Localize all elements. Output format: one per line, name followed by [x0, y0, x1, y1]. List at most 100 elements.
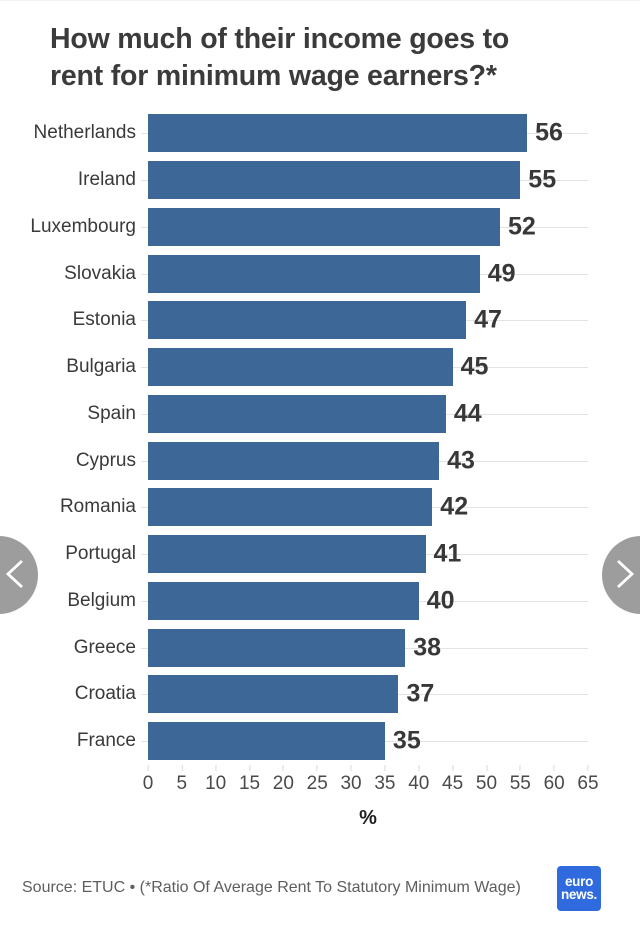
tick-label: 35	[374, 772, 396, 794]
tick-mark	[147, 764, 149, 771]
category-label: Slovakia	[64, 262, 136, 284]
bar-row: Bulgaria 45	[0, 344, 640, 391]
category-label: Cyprus	[75, 449, 136, 471]
tick-mark	[519, 764, 521, 771]
bar-row: Estonia 47	[0, 297, 640, 344]
bar-row: Ireland 55	[0, 157, 640, 204]
tick-label: 10	[205, 772, 227, 794]
bar-row: France 35	[0, 718, 640, 765]
tick-mark	[384, 764, 386, 771]
category-label: Bulgaria	[66, 356, 136, 378]
bar	[148, 254, 480, 293]
x-tick: 0	[142, 764, 154, 795]
x-axis: 0 5 10 15 20 25 30 35 40 45 50 55 60 65	[143, 764, 599, 797]
source-text: Source: ETUC • (*Ratio Of Average Rent T…	[22, 879, 521, 896]
footer: Source: ETUC • (*Ratio Of Average Rent T…	[0, 865, 640, 911]
x-tick: 15	[238, 764, 261, 795]
tick-mark	[418, 764, 420, 771]
tick-label: 30	[340, 772, 362, 794]
category-label: Romania	[59, 496, 136, 518]
bar-track: 52	[141, 204, 588, 251]
tick-mark	[485, 764, 487, 771]
bar	[148, 114, 528, 153]
bar-row: Croatia 37	[0, 671, 640, 718]
category-label: Belgium	[67, 589, 136, 611]
bar	[148, 301, 467, 340]
tick-label: 45	[442, 772, 464, 794]
tick-mark	[553, 764, 555, 771]
bar-track: 49	[141, 250, 588, 297]
tick-mark	[181, 764, 183, 771]
category-label: Spain	[87, 402, 136, 424]
value-label: 41	[433, 539, 462, 568]
tick-mark	[452, 764, 454, 771]
tick-mark	[282, 764, 284, 771]
bar-track: 47	[141, 297, 588, 344]
bar-row: Luxembourg 52	[0, 204, 640, 251]
bar-track: 55	[141, 157, 588, 204]
tick-mark	[350, 764, 352, 771]
tick-label: 15	[238, 772, 261, 794]
bar	[148, 488, 433, 527]
value-label: 52	[508, 212, 536, 241]
tick-label: 65	[577, 772, 599, 794]
bar	[148, 207, 500, 246]
bar-track: 37	[141, 671, 588, 718]
bar	[148, 675, 399, 714]
euronews-logo: euro news.	[557, 865, 601, 911]
chart-title: How much of their income goes to rent fo…	[50, 23, 510, 92]
value-label: 49	[487, 259, 516, 288]
x-tick: 50	[475, 764, 498, 795]
bar-track: 38	[141, 624, 588, 671]
value-label: 43	[447, 446, 475, 475]
category-label: Luxembourg	[30, 215, 136, 237]
bar	[148, 161, 521, 200]
category-label: Croatia	[74, 683, 136, 705]
value-label: 56	[535, 118, 563, 147]
category-label: Netherlands	[33, 122, 136, 144]
bar-track: 56	[141, 110, 588, 157]
x-tick: 10	[205, 764, 227, 795]
x-tick: 30	[340, 764, 362, 795]
bar	[148, 722, 385, 761]
category-label: Ireland	[77, 169, 136, 191]
tick-label: 60	[543, 772, 565, 794]
x-tick: 25	[306, 764, 328, 795]
value-label: 35	[392, 726, 421, 755]
value-label: 45	[460, 352, 489, 381]
category-label: France	[76, 730, 136, 752]
bar-track: 40	[141, 578, 588, 625]
bar-track: 45	[141, 344, 588, 391]
value-label: 44	[453, 399, 482, 428]
bar	[148, 535, 426, 574]
value-label: 37	[406, 679, 435, 708]
bar-row: Greece 38	[0, 624, 640, 671]
category-label: Portugal	[65, 543, 136, 565]
value-label: 40	[426, 586, 455, 615]
bar-row: Cyprus 43	[0, 437, 640, 484]
tick-label: 50	[475, 772, 498, 794]
x-tick: 5	[177, 764, 187, 795]
x-tick: 40	[408, 764, 430, 795]
x-tick: 60	[543, 764, 565, 795]
value-label: 38	[413, 633, 442, 662]
tick-label: 25	[306, 772, 328, 794]
value-label: 55	[528, 165, 557, 194]
bar-rows: Netherlands 56 Ireland 55 Luxembourg 52 Slovak…	[0, 110, 640, 765]
x-tick: 55	[509, 764, 531, 795]
tick-label: 55	[509, 772, 531, 794]
value-label: 47	[474, 305, 502, 334]
tick-label: 20	[272, 772, 294, 794]
tick-mark	[249, 764, 251, 771]
x-tick: 45	[442, 764, 464, 795]
category-label: Greece	[73, 636, 136, 658]
tick-label: 40	[408, 772, 430, 794]
tick-label: 0	[142, 772, 154, 794]
chevron-right-icon	[602, 554, 638, 597]
x-tick: 20	[272, 764, 294, 795]
bar-row: Belgium 40	[0, 578, 640, 625]
bar	[148, 581, 419, 620]
logo-line-2: news.	[560, 887, 597, 902]
bar-track: 44	[141, 391, 588, 438]
